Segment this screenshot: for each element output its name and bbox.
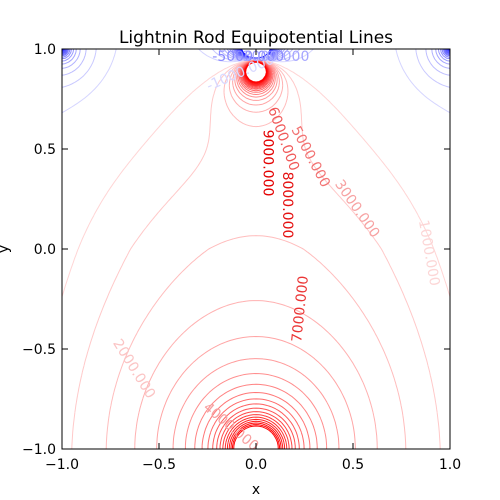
contour-line (172, 60, 340, 449)
contour-line (184, 60, 328, 449)
x-tick-label: 0.5 (342, 457, 364, 473)
chart-title: Lightnin Rod Equipotential Lines (119, 28, 393, 48)
x-tick-label: −1.0 (45, 457, 79, 473)
contour-label: -3000.000 (238, 49, 310, 65)
contour-line (71, 59, 441, 450)
contour-line (61, 59, 451, 297)
contour-line (134, 59, 378, 449)
contour-label: 9000.000 (260, 130, 276, 197)
y-tick-label: −0.5 (22, 342, 56, 358)
contour-label: 1000.000 (415, 219, 442, 288)
contour-label: -5000.000 (212, 49, 284, 65)
y-tick-label: −1.0 (22, 442, 56, 458)
contour-label: 2000.000 (109, 336, 158, 401)
y-tick-label: 1.0 (34, 42, 56, 58)
y-tick-label: 0.0 (34, 242, 56, 258)
y-tick-label: 0.5 (34, 142, 56, 158)
contour-line (156, 60, 356, 449)
x-tick-label: 1.0 (439, 457, 461, 473)
x-tick-label: 0.0 (245, 457, 267, 473)
contour-line (105, 59, 407, 450)
contour-label: 3000.000 (331, 177, 382, 241)
x-axis-label: x (252, 482, 260, 498)
axis-ticks: −1.0−1.0 −0.5 −0.5 0.0 0.0 0.5 0.5 1.0 1.0 (22, 42, 461, 473)
contour-label: 8000.000 (279, 172, 295, 239)
contour-line (212, 60, 300, 450)
contour-line (233, 61, 279, 450)
plot-frame (61, 48, 451, 450)
contour-lines (61, 48, 451, 450)
x-tick-label: −0.5 (142, 457, 176, 473)
contour-label: 7000.000 (289, 275, 312, 343)
contour-line (207, 60, 305, 450)
contour-labels: 9000.0008000.0007000.0006000.0005000.000… (109, 49, 442, 455)
contour-line (201, 60, 311, 449)
y-axis-label: y (0, 245, 12, 253)
contour-line (194, 60, 318, 449)
